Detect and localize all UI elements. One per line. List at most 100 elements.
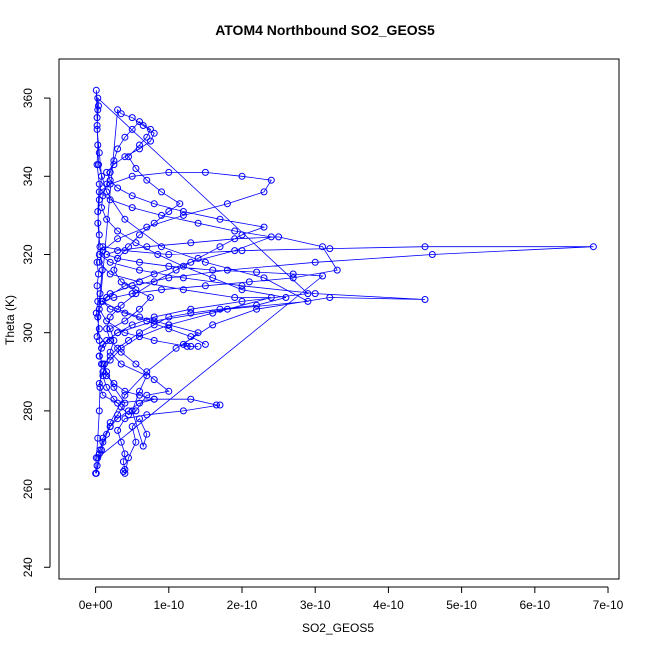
data-point [179, 286, 187, 294]
data-point [128, 282, 136, 290]
data-point [150, 376, 158, 384]
data-point [150, 337, 158, 344]
data-point [179, 274, 187, 282]
data-point [143, 317, 151, 325]
data-point [114, 184, 122, 192]
data-point [136, 399, 143, 407]
data-point [231, 235, 239, 243]
data-point [99, 372, 107, 380]
data-point [114, 247, 122, 255]
data-point [136, 387, 143, 395]
data-point [154, 251, 162, 258]
data-point [117, 344, 125, 352]
data-point [114, 411, 122, 419]
data-point [103, 337, 111, 344]
data-point [172, 344, 180, 352]
data-point [187, 239, 195, 247]
data-point [132, 407, 140, 415]
data-point [209, 321, 217, 329]
data-point [125, 243, 132, 251]
data-point [150, 129, 158, 137]
x-tick-label: 5e-10 [446, 598, 477, 612]
data-point [125, 337, 132, 344]
data-point [99, 360, 107, 368]
data-point [187, 258, 195, 266]
data-point [304, 297, 312, 305]
data-point [125, 407, 132, 415]
data-point [238, 247, 246, 255]
data-point [428, 251, 436, 258]
data-point [165, 168, 173, 176]
data-point [106, 168, 114, 176]
data-point [253, 305, 261, 313]
data-point [209, 274, 217, 282]
data-point [150, 321, 158, 329]
data-point [158, 243, 165, 251]
data-point [114, 145, 122, 153]
data-point [121, 450, 129, 458]
data-point [128, 204, 136, 212]
data-point [92, 86, 100, 94]
data-point [93, 161, 101, 169]
y-axis-label: Theta (K) [3, 295, 17, 345]
data-point [132, 290, 140, 298]
y-tick-label: 320 [21, 244, 35, 264]
data-point [150, 395, 158, 403]
data-point [589, 243, 597, 251]
data-point [93, 125, 101, 133]
data-point [238, 231, 246, 239]
data-point [106, 196, 114, 204]
y-tick-label: 280 [21, 401, 35, 421]
data-point [187, 305, 195, 313]
data-point [136, 305, 143, 313]
data-point [132, 286, 140, 294]
data-point [110, 395, 118, 403]
data-point [209, 309, 217, 317]
data-point [121, 215, 129, 223]
data-point [150, 270, 158, 278]
data-point [117, 403, 125, 411]
x-axis-label: SO2_GEOS5 [302, 621, 374, 635]
data-point [158, 211, 165, 219]
data-point [98, 204, 105, 212]
data-point [421, 243, 429, 251]
data-point [136, 258, 143, 266]
data-point [121, 391, 129, 399]
data-point [136, 415, 143, 423]
data-point [253, 268, 261, 276]
data-point [94, 454, 102, 462]
data-point [223, 266, 231, 274]
x-axis: 0e+00 1e-10 2e-10 3e-10 4e-10 5e-10 6e-10 7e-10 [79, 586, 624, 612]
data-point [117, 348, 125, 356]
data-point [216, 243, 224, 251]
data-point [238, 172, 246, 180]
x-tick-label: 1e-10 [153, 598, 184, 612]
data-point [119, 458, 127, 466]
data-point [143, 391, 151, 399]
data-point [128, 125, 136, 133]
data-point [95, 188, 103, 196]
data-point [93, 114, 101, 122]
data-point [110, 380, 118, 387]
data-point [128, 321, 136, 329]
data-point [93, 282, 101, 290]
data-point [95, 337, 103, 344]
y-tick-label: 340 [21, 166, 35, 186]
data-point [165, 208, 173, 215]
data-point [311, 258, 319, 266]
data-point [289, 274, 297, 282]
series-line [95, 90, 594, 475]
data-point [94, 208, 102, 215]
data-point [121, 469, 129, 477]
data-point [238, 297, 246, 305]
data-point [136, 313, 143, 321]
data-point [121, 387, 129, 395]
data-point [96, 290, 104, 298]
data-point [267, 294, 275, 301]
data-point [194, 219, 202, 227]
data-point [94, 219, 102, 227]
data-point [95, 149, 103, 157]
data-point [179, 211, 187, 219]
data-point [143, 176, 151, 184]
data-point [125, 454, 132, 462]
